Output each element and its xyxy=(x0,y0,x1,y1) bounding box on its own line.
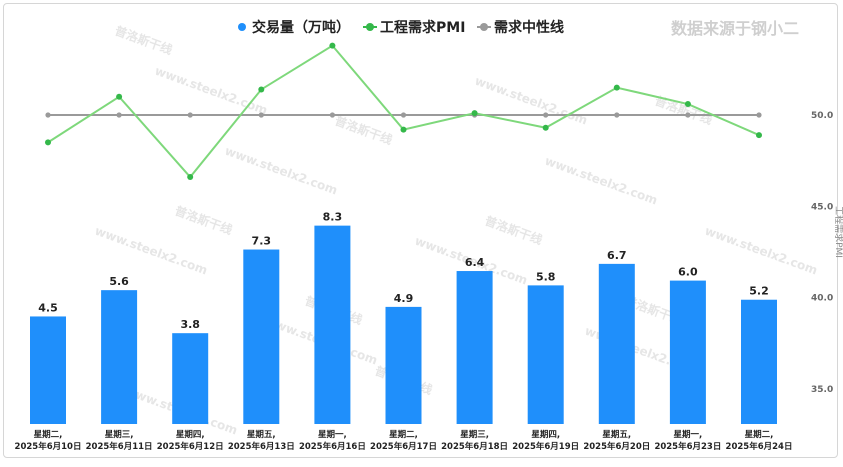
watermark-text: www.steelx2.com xyxy=(93,224,209,278)
legend-marker-0 xyxy=(238,23,246,31)
neutral-point-2 xyxy=(187,112,193,118)
neutral-point-3 xyxy=(258,112,264,118)
bar-8 xyxy=(598,263,635,424)
neutral-point-4 xyxy=(329,112,335,118)
bar-value-label-7: 5.8 xyxy=(536,270,556,283)
bar-value-label-3: 7.3 xyxy=(252,235,272,248)
bar-6 xyxy=(456,271,493,424)
bar-value-label-4: 8.3 xyxy=(323,211,343,224)
category-weekday-8: 星期五, xyxy=(602,429,631,440)
bar-value-label-0: 4.5 xyxy=(38,301,58,314)
pmi-point-7 xyxy=(542,124,549,131)
category-date-9: 2025年6月23日 xyxy=(654,441,721,452)
legend-label-2: 需求中性线 xyxy=(494,19,564,36)
bar-10 xyxy=(741,299,777,424)
pmi-point-0 xyxy=(45,139,51,146)
pmi-point-6 xyxy=(471,110,478,117)
watermark-logo-text: 普洛斯干线 xyxy=(113,23,175,58)
chart-frame: www.steelx2.com www.steelx2.com www.steelx… xyxy=(3,3,843,458)
bar-value-label-1: 5.6 xyxy=(109,275,129,288)
neutral-point-5 xyxy=(400,112,407,118)
right-tick-label-3: 35.0 xyxy=(811,385,833,395)
category-weekday-1: 星期三, xyxy=(105,429,134,440)
bar-value-label-10: 5.2 xyxy=(749,285,769,298)
bar-value-label-5: 4.9 xyxy=(394,292,414,305)
watermark-logo-text: 普洛斯干线 xyxy=(173,203,235,238)
category-weekday-6: 星期三, xyxy=(460,429,489,440)
category-weekday-3: 星期五, xyxy=(247,429,276,440)
bar-5 xyxy=(385,306,422,424)
category-date-0: 2025年6月10日 xyxy=(15,441,82,452)
pmi-point-1 xyxy=(116,93,123,100)
bar-value-label-9: 6.0 xyxy=(678,266,698,279)
right-tick-label-2: 40.0 xyxy=(811,294,833,304)
category-date-4: 2025年6月16日 xyxy=(299,441,366,452)
category-weekday-7: 星期四, xyxy=(531,429,560,440)
bar-2 xyxy=(172,333,209,424)
legend-label-1: 工程需求PMI xyxy=(380,19,465,36)
bar-7 xyxy=(527,285,564,424)
neutral-point-9 xyxy=(685,112,691,118)
watermark-logo-text: 普洛斯干线 xyxy=(333,113,395,148)
bar-series: 4.5 5.6 3.8 7.3 8.3 4.9 6.4 5.8 6.7 6.0 5.2 xyxy=(30,211,777,424)
right-axis: 50.0 45.0 40.0 35.0 工程需求PMI xyxy=(811,111,843,395)
category-date-8: 2025年6月20日 xyxy=(583,441,650,452)
right-tick-label-0: 50.0 xyxy=(811,111,833,121)
neutral-point-10 xyxy=(756,112,762,118)
right-axis-title: 工程需求PMI xyxy=(833,206,843,258)
category-weekday-9: 星期一, xyxy=(674,429,703,440)
neutral-point-0 xyxy=(45,112,51,118)
brand-text: 数据来源于钢小二 xyxy=(671,19,799,38)
legend-label-0: 交易量（万吨） xyxy=(252,19,350,36)
neutral-point-7 xyxy=(543,112,549,118)
pmi-line xyxy=(47,44,760,179)
category-date-5: 2025年6月17日 xyxy=(370,441,437,452)
bar-3 xyxy=(243,249,280,424)
watermark-text: www.steelx2.com xyxy=(543,154,659,208)
category-date-1: 2025年6月11日 xyxy=(86,441,153,452)
watermark-text: www.steelx2.com xyxy=(153,64,269,118)
chart: www.steelx2.com www.steelx2.com www.steelx… xyxy=(15,19,843,452)
watermark-text: www.steelx2.com xyxy=(223,144,339,198)
bar-value-label-2: 3.8 xyxy=(180,318,200,331)
bar-9 xyxy=(669,280,706,424)
watermark-text: www.steelx2.com xyxy=(703,224,819,278)
bar-value-label-6: 6.4 xyxy=(465,256,485,269)
category-date-10: 2025年6月24日 xyxy=(726,441,793,452)
category-weekday-5: 星期二, xyxy=(389,429,418,440)
category-weekday-0: 星期二, xyxy=(34,429,63,440)
legend-marker-1 xyxy=(366,23,374,31)
pmi-point-9 xyxy=(684,101,691,108)
category-date-7: 2025年6月19日 xyxy=(512,441,579,452)
category-date-3: 2025年6月13日 xyxy=(228,441,295,452)
pmi-point-10 xyxy=(756,132,762,139)
bar-0 xyxy=(30,316,66,424)
category-weekday-2: 星期四, xyxy=(176,429,205,440)
pmi-point-8 xyxy=(613,84,620,91)
category-date-6: 2025年6月18日 xyxy=(441,441,508,452)
category-axis: 星期二,2025年6月10日星期三,2025年6月11日星期四,2025年6月1… xyxy=(15,429,793,452)
watermark-text: www.steelx2.com xyxy=(473,74,589,128)
neutral-point-8 xyxy=(614,112,620,118)
pmi-point-3 xyxy=(258,86,265,93)
legend-marker-2 xyxy=(480,23,488,31)
right-tick-label-1: 45.0 xyxy=(811,202,833,212)
bar-value-label-8: 6.7 xyxy=(607,249,627,262)
pmi-point-2 xyxy=(187,174,194,181)
watermark-logo-text: 普洛斯干线 xyxy=(483,213,545,248)
category-weekday-10: 星期二, xyxy=(745,429,774,440)
legend: 交易量（万吨） 工程需求PMI 需求中性线 xyxy=(238,19,564,36)
pmi-point-4 xyxy=(329,42,336,49)
category-weekday-4: 星期一, xyxy=(318,429,347,440)
bar-4 xyxy=(314,225,351,424)
line-series xyxy=(45,42,762,181)
category-date-2: 2025年6月12日 xyxy=(157,441,224,452)
bar-1 xyxy=(101,290,138,424)
pmi-point-5 xyxy=(400,126,407,133)
neutral-point-1 xyxy=(116,112,122,118)
